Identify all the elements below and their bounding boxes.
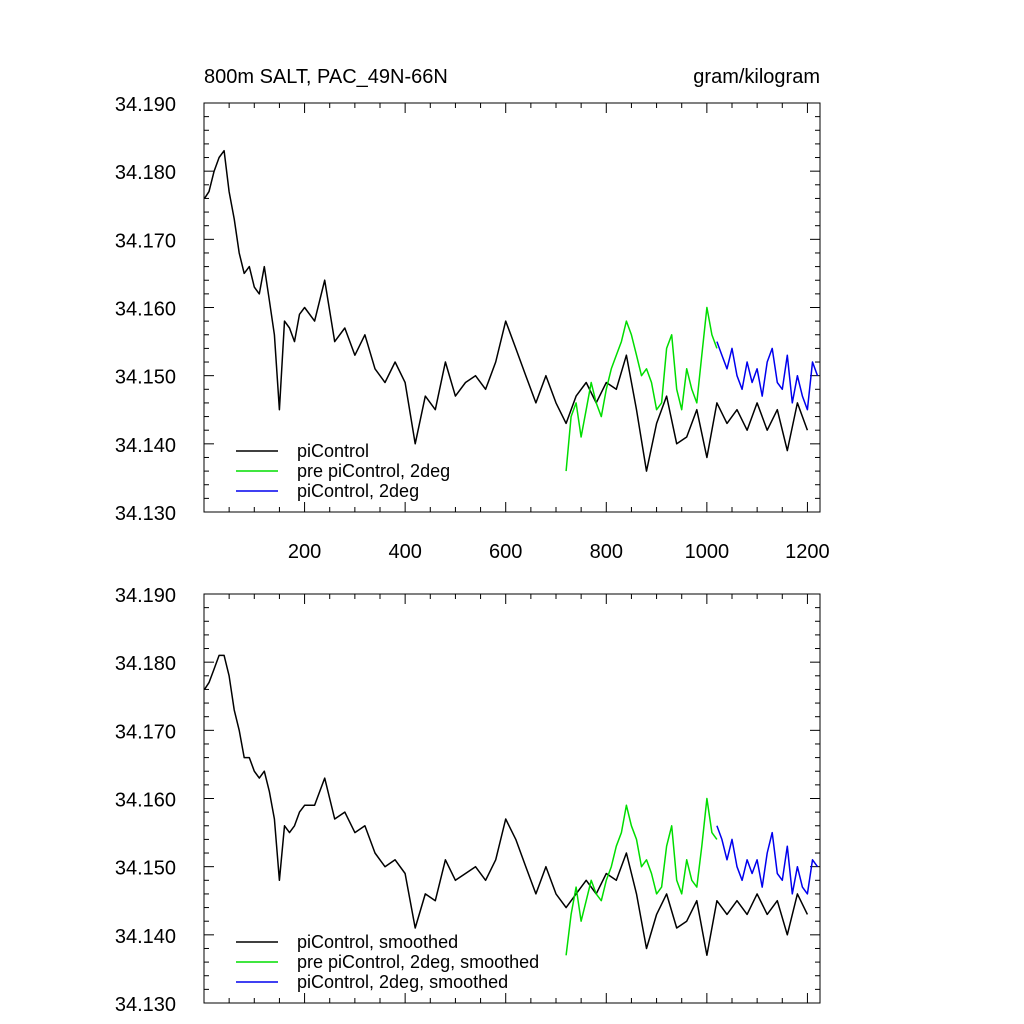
chart-title: 800m SALT, PAC_49N-66N bbox=[204, 66, 448, 88]
top-series-line-1 bbox=[203, 149, 809, 472]
top-ytick-label: 34.150 bbox=[115, 367, 176, 389]
bottom-ytick-label: 34.140 bbox=[115, 926, 176, 948]
top-legend-label-2: pre piControl, 2deg bbox=[297, 461, 450, 481]
top-ytick-label: 34.190 bbox=[115, 94, 176, 116]
top-ytick-label: 34.160 bbox=[115, 299, 176, 321]
bottom-panel: 34.130 34.140 34.150 34.160 34.170 34.180 34.1… bbox=[115, 585, 821, 1016]
top-ytick-label: 34.140 bbox=[115, 435, 176, 457]
bottom-series-line-1 bbox=[203, 654, 809, 957]
top-xtick-label: 800 bbox=[590, 541, 623, 563]
units-label: gram/kilogram bbox=[693, 66, 820, 88]
bottom-legend-label-1: piControl, smoothed bbox=[297, 932, 458, 952]
top-xtick-label: 200 bbox=[288, 541, 321, 563]
top-xtick-label: 1000 bbox=[685, 541, 730, 563]
bottom-ytick-label: 34.150 bbox=[115, 858, 176, 880]
top-legend-label-1: piControl bbox=[297, 441, 369, 461]
bottom-ytick-label: 34.180 bbox=[115, 653, 176, 675]
bottom-ytick-label: 34.170 bbox=[115, 721, 176, 743]
bottom-legend-label-3: piControl, 2deg, smoothed bbox=[297, 972, 508, 992]
bottom-legend-label-2: pre piControl, 2deg, smoothed bbox=[297, 952, 539, 972]
top-series-line-2 bbox=[565, 306, 718, 472]
bottom-series-line-3 bbox=[716, 825, 819, 895]
top-legend-label-3: piControl, 2deg bbox=[297, 481, 419, 501]
top-xtick-label: 1200 bbox=[785, 541, 830, 563]
top-ytick-label: 34.170 bbox=[115, 230, 176, 252]
top-xtick-label: 600 bbox=[489, 541, 522, 563]
top-panel: 34.130 34.140 34.150 34.160 34.170 34.180 34.1… bbox=[115, 94, 830, 563]
top-plot-area: 34.130 34.140 34.150 34.160 34.170 34.180 34.1… bbox=[115, 94, 830, 563]
bottom-ytick-label: 34.130 bbox=[115, 994, 176, 1016]
bottom-series-line-2 bbox=[565, 797, 718, 956]
bottom-ytick-label: 34.190 bbox=[115, 585, 176, 607]
bottom-ytick-label: 34.160 bbox=[115, 790, 176, 812]
bottom-plot-area: 34.130 34.140 34.150 34.160 34.170 34.180 34.1… bbox=[115, 585, 821, 1016]
top-xtick-label: 400 bbox=[388, 541, 421, 563]
top-ytick-label: 34.180 bbox=[115, 162, 176, 184]
top-ytick-label: 34.130 bbox=[115, 503, 176, 525]
top-series-line-3 bbox=[716, 341, 819, 411]
